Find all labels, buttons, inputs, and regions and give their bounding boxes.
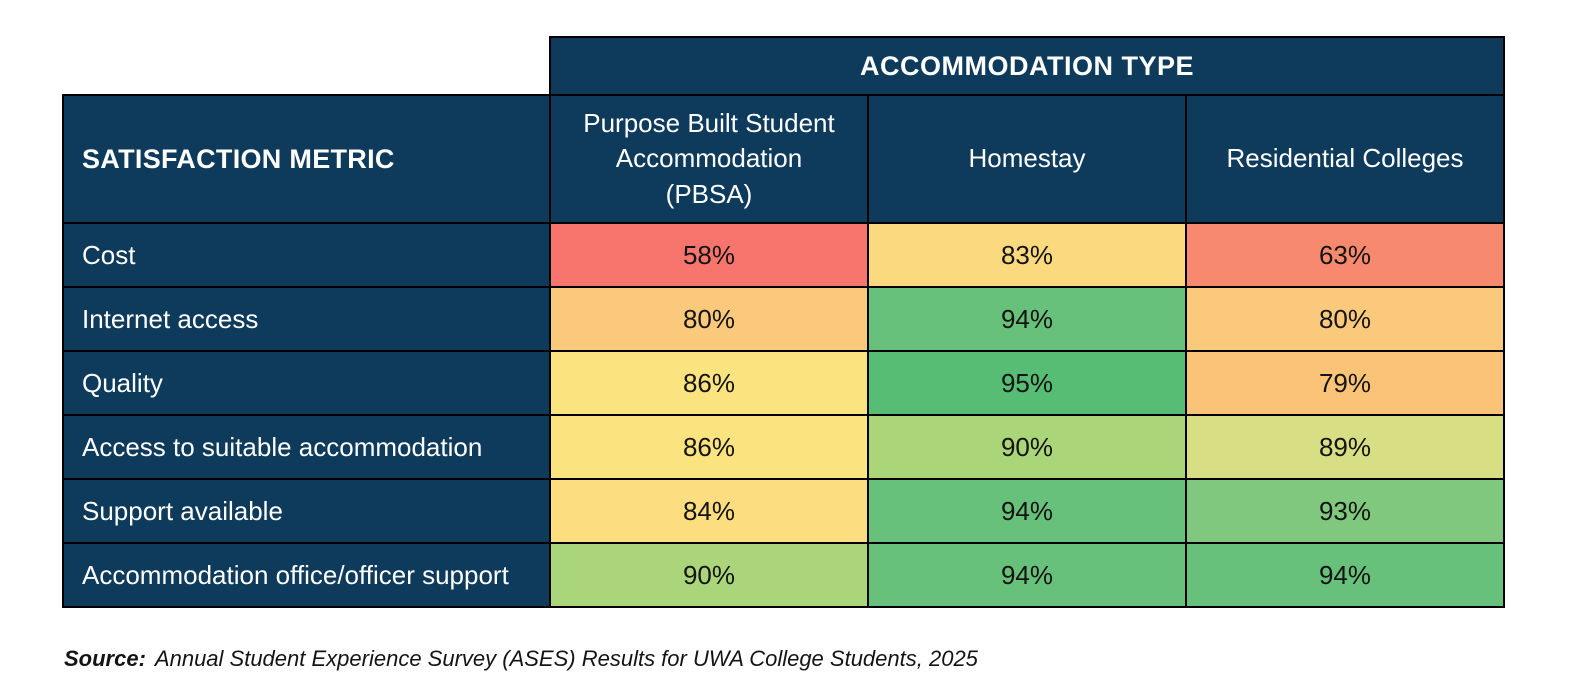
value-cell: 89% [1185, 414, 1505, 480]
metric-label: Internet access [62, 286, 551, 352]
metric-label: Access to suitable accommodation [62, 414, 551, 480]
source-text: Annual Student Experience Survey (ASES) … [154, 646, 978, 671]
column-header-pbsa: Purpose Built Student Accommodation (PBS… [549, 94, 869, 224]
value-cell: 80% [1185, 286, 1505, 352]
accommodation-type-header: ACCOMMODATION TYPE [549, 36, 1505, 96]
value-cell: 83% [867, 222, 1187, 288]
metric-label: Quality [62, 350, 551, 416]
source-label: Source: [64, 646, 146, 671]
table-row: Support available 84% 94% 93% [62, 478, 1505, 544]
value-cell: 94% [867, 478, 1187, 544]
column-header-homestay: Homestay [867, 94, 1187, 224]
value-cell: 79% [1185, 350, 1505, 416]
table-row: Access to suitable accommodation 86% 90% 89… [62, 414, 1505, 480]
table-row: Cost 58% 83% 63% [62, 222, 1505, 288]
value-cell: 80% [549, 286, 869, 352]
table-body: Cost 58% 83% 63% Internet access 80% 94% 80% Qua… [62, 222, 1505, 608]
column-header-residential-colleges: Residential Colleges [1185, 94, 1505, 224]
satisfaction-metric-header: SATISFACTION METRIC [62, 94, 551, 224]
value-cell: 84% [549, 478, 869, 544]
value-cell: 94% [1185, 542, 1505, 608]
group-header-row: ACCOMMODATION TYPE [63, 36, 1505, 96]
value-cell: 95% [867, 350, 1187, 416]
value-cell: 86% [549, 414, 869, 480]
empty-corner [63, 37, 550, 95]
value-cell: 93% [1185, 478, 1505, 544]
value-cell: 90% [549, 542, 869, 608]
value-cell: 63% [1185, 222, 1505, 288]
value-cell: 94% [867, 286, 1187, 352]
table-row: Quality 86% 95% 79% [62, 350, 1505, 416]
value-cell: 90% [867, 414, 1187, 480]
source-note: Source: Annual Student Experience Survey … [64, 646, 978, 672]
column-header-row: SATISFACTION METRIC Purpose Built Studen… [62, 94, 1505, 224]
metric-label: Cost [62, 222, 551, 288]
metric-label: Accommodation office/officer support [62, 542, 551, 608]
satisfaction-table: ACCOMMODATION TYPE SATISFACTION METRIC P… [62, 36, 1505, 608]
value-cell: 94% [867, 542, 1187, 608]
value-cell: 58% [549, 222, 869, 288]
table-row: Accommodation office/officer support 90% 9… [62, 542, 1505, 608]
table-row: Internet access 80% 94% 80% [62, 286, 1505, 352]
value-cell: 86% [549, 350, 869, 416]
metric-label: Support available [62, 478, 551, 544]
